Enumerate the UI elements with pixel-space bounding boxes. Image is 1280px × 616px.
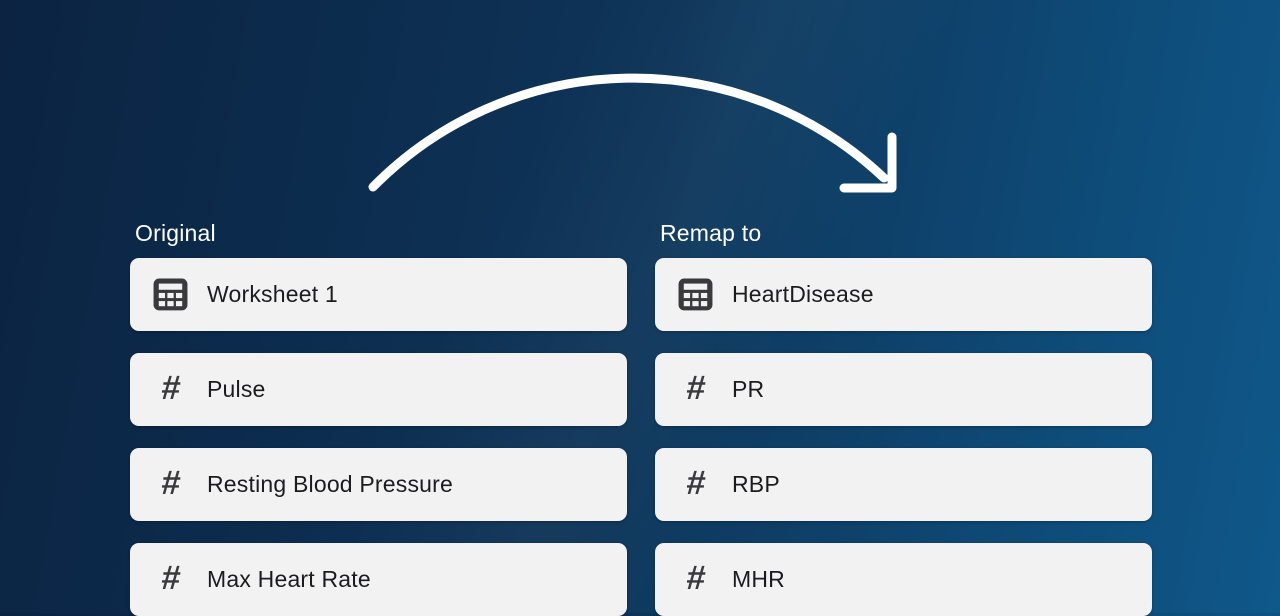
number-hash-icon: # bbox=[684, 558, 707, 597]
field-card[interactable]: # PR bbox=[655, 353, 1152, 426]
field-card[interactable]: # Worksheet 1 bbox=[130, 258, 627, 331]
field-card[interactable]: # HeartDisease bbox=[655, 258, 1152, 331]
number-hash-icon: # bbox=[684, 463, 707, 502]
number-hash-icon: # bbox=[159, 368, 182, 407]
number-hash-icon: # bbox=[159, 558, 182, 597]
column-original-label: Original bbox=[135, 220, 216, 246]
worksheet-table-icon bbox=[677, 276, 714, 313]
field-card-label: Pulse bbox=[207, 376, 266, 402]
worksheet-table-icon bbox=[152, 276, 189, 313]
column-remap-to: Remap to # HeartDisease bbox=[655, 219, 1152, 616]
field-card-label: Worksheet 1 bbox=[207, 281, 338, 307]
field-card[interactable]: # Resting Blood Pressure bbox=[130, 448, 627, 521]
field-card-label: Max Heart Rate bbox=[207, 566, 371, 592]
column-original: Original # Worksheet 1 bbox=[130, 219, 627, 616]
field-card-label: Resting Blood Pressure bbox=[207, 471, 454, 497]
number-hash-icon: # bbox=[684, 368, 707, 407]
field-card[interactable]: # Pulse bbox=[130, 353, 627, 426]
field-card-label: RBP bbox=[732, 471, 780, 497]
number-hash-icon: # bbox=[159, 463, 182, 502]
field-card[interactable]: # RBP bbox=[655, 448, 1152, 521]
column-original-cards: # Worksheet 1 # Pulse bbox=[130, 258, 627, 616]
column-remap-to-cards: # HeartDisease # PR bbox=[655, 258, 1152, 616]
column-remap-to-label: Remap to bbox=[660, 220, 762, 246]
field-card-label: MHR bbox=[732, 566, 785, 592]
field-card[interactable]: # MHR bbox=[655, 543, 1152, 616]
field-card-label: PR bbox=[732, 376, 765, 402]
field-card-label: HeartDisease bbox=[732, 281, 874, 307]
field-card[interactable]: # Max Heart Rate bbox=[130, 543, 627, 616]
